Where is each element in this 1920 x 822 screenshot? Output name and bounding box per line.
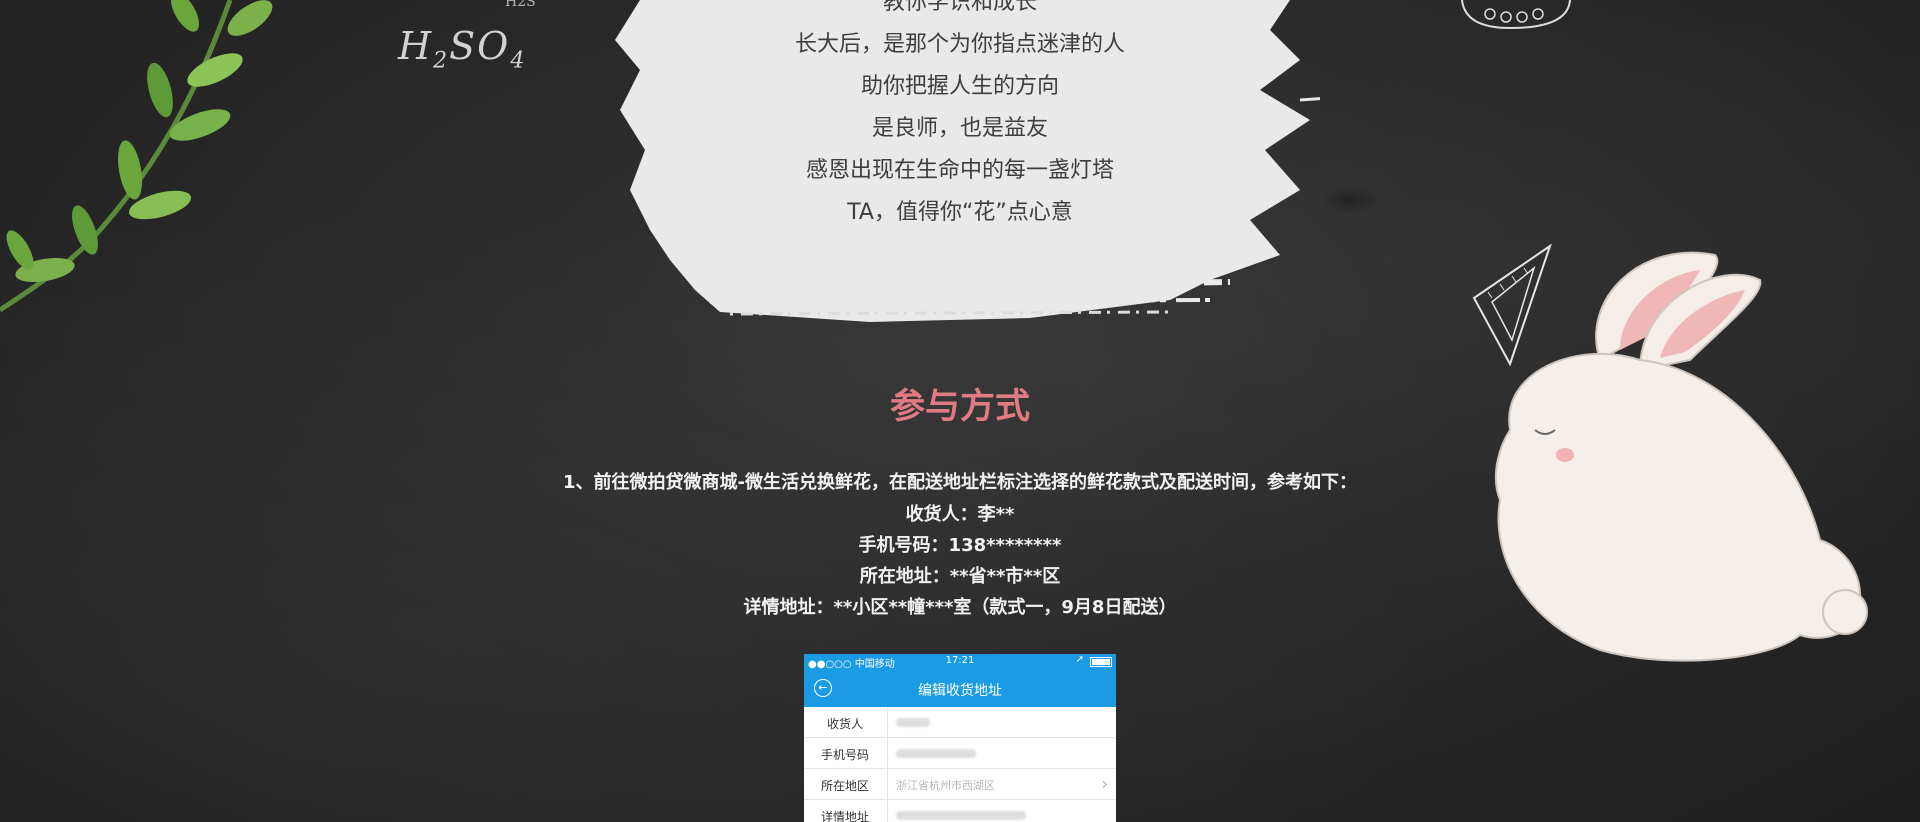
carrier-label: ●●○○○ 中国移动 bbox=[808, 659, 895, 670]
instruction-line: 详情地址：**小区**幢***室（款式一，9月8日配送） bbox=[743, 597, 1177, 618]
row-divider bbox=[887, 707, 888, 737]
form-row-phone: 手机号码 bbox=[804, 738, 1116, 769]
battery-icon bbox=[1090, 657, 1112, 667]
phone-screenshot-example: ●●○○○ 中国移动 17:21 ➚ ← 编辑收货地址 收货人 手机号码 所在地… bbox=[804, 654, 1116, 822]
form-label: 手机号码 bbox=[820, 748, 869, 762]
clock-label: 17:21 bbox=[945, 655, 975, 666]
instruction-line: 所在地址：**省**市**区 bbox=[859, 566, 1061, 587]
chalk-chemical-formula: H2SO4 bbox=[398, 24, 527, 74]
chalk-beaker-drawing bbox=[1461, 0, 1571, 30]
poem-line: TA，值得你“花”点心意 bbox=[847, 200, 1073, 225]
leaf-vine-decoration bbox=[0, 0, 273, 313]
row-divider bbox=[887, 769, 888, 799]
form-row-address: 详情地址 bbox=[804, 800, 1116, 822]
location-arrow-icon: ➚ bbox=[1075, 654, 1084, 665]
blurred-value bbox=[896, 811, 1026, 820]
poem-line: 感恩出现在生命中的每一盏灯塔 bbox=[805, 158, 1114, 183]
row-divider bbox=[887, 738, 888, 768]
poem-line: 助你把握人生的方向 bbox=[860, 74, 1059, 99]
phone-status-bar: ●●○○○ 中国移动 17:21 ➚ bbox=[804, 654, 1116, 670]
poem-line: 是良师，也是益友 bbox=[871, 116, 1048, 141]
chalk-formula-small: H2S bbox=[505, 0, 536, 10]
back-arrow-icon: ← bbox=[814, 679, 832, 697]
row-divider bbox=[887, 800, 888, 822]
chevron-right-icon: › bbox=[1101, 774, 1108, 793]
phone-nav-title: 编辑收货地址 bbox=[918, 683, 1002, 699]
poem-line: 教你学识和成长 bbox=[882, 0, 1037, 15]
section-title: 参与方式 bbox=[889, 387, 1030, 427]
instruction-line: 手机号码：138******** bbox=[858, 535, 1062, 556]
form-label: 所在地区 bbox=[820, 779, 869, 793]
instruction-line: 1、前往微拍贷微商城-微生活兑换鲜花，在配送地址栏标注选择的鲜花款式及配送时间，… bbox=[563, 472, 1357, 493]
instruction-line: 收货人：李** bbox=[905, 504, 1015, 525]
blurred-value bbox=[896, 718, 930, 727]
form-row-region: 所在地区 浙江省杭州市西湖区 › bbox=[804, 769, 1116, 800]
form-label: 收货人 bbox=[826, 717, 863, 731]
rabbit-illustration bbox=[1494, 251, 1868, 662]
phone-nav-bar: ← 编辑收货地址 bbox=[804, 669, 1116, 707]
poem-line: 长大后，是那个为你指点迷津的人 bbox=[794, 32, 1125, 57]
form-label: 详情地址 bbox=[820, 810, 869, 822]
brush-stroke-panel bbox=[615, 0, 1320, 322]
form-row-recipient: 收货人 bbox=[804, 707, 1116, 738]
chalk-triangle-ruler-drawing bbox=[1472, 244, 1552, 367]
region-value: 浙江省杭州市西湖区 bbox=[896, 779, 995, 792]
blurred-value bbox=[896, 749, 976, 758]
